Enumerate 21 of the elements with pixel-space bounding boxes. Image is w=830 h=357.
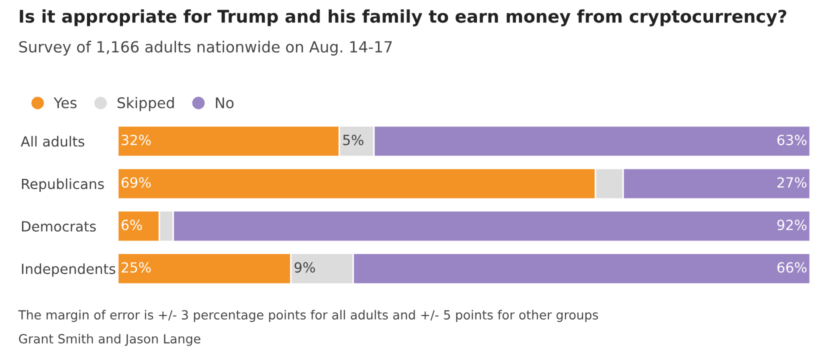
data-label: 63% <box>777 134 807 146</box>
data-label: 25% <box>122 262 151 273</box>
data-label: 27% <box>777 177 807 188</box>
chart-title: Is it appropriate for Trump and his family to earn money from cryptocurrency? <box>20 9 786 26</box>
y-tick-label: All adults <box>20 136 84 147</box>
data-label: 66% <box>777 262 807 273</box>
y-tick-label: Republicans <box>22 178 104 192</box>
data-label: 32% <box>122 134 151 146</box>
y-tick-label: Independents <box>22 263 116 277</box>
legend-label: Yes <box>54 97 77 108</box>
text: The margin of error is +/- 3 percentage points for all adults and +/- 5 points for other groups <box>18 310 598 322</box>
chart-subtitle: Survey of 1,166 adults nationwide on Aug. 14-17 <box>19 40 392 56</box>
data-label: 69% <box>122 177 151 188</box>
legend-label: Skipped <box>118 97 174 112</box>
legend-label: No <box>216 97 234 108</box>
data-label: 92% <box>777 220 807 230</box>
y-tick-label: Democrats <box>22 221 96 232</box>
data-label: 6% <box>122 220 142 230</box>
data-label: 5% <box>343 134 364 146</box>
data-label: 9% <box>294 262 315 273</box>
text: Grant Smith and Jason Lange <box>18 334 200 346</box>
